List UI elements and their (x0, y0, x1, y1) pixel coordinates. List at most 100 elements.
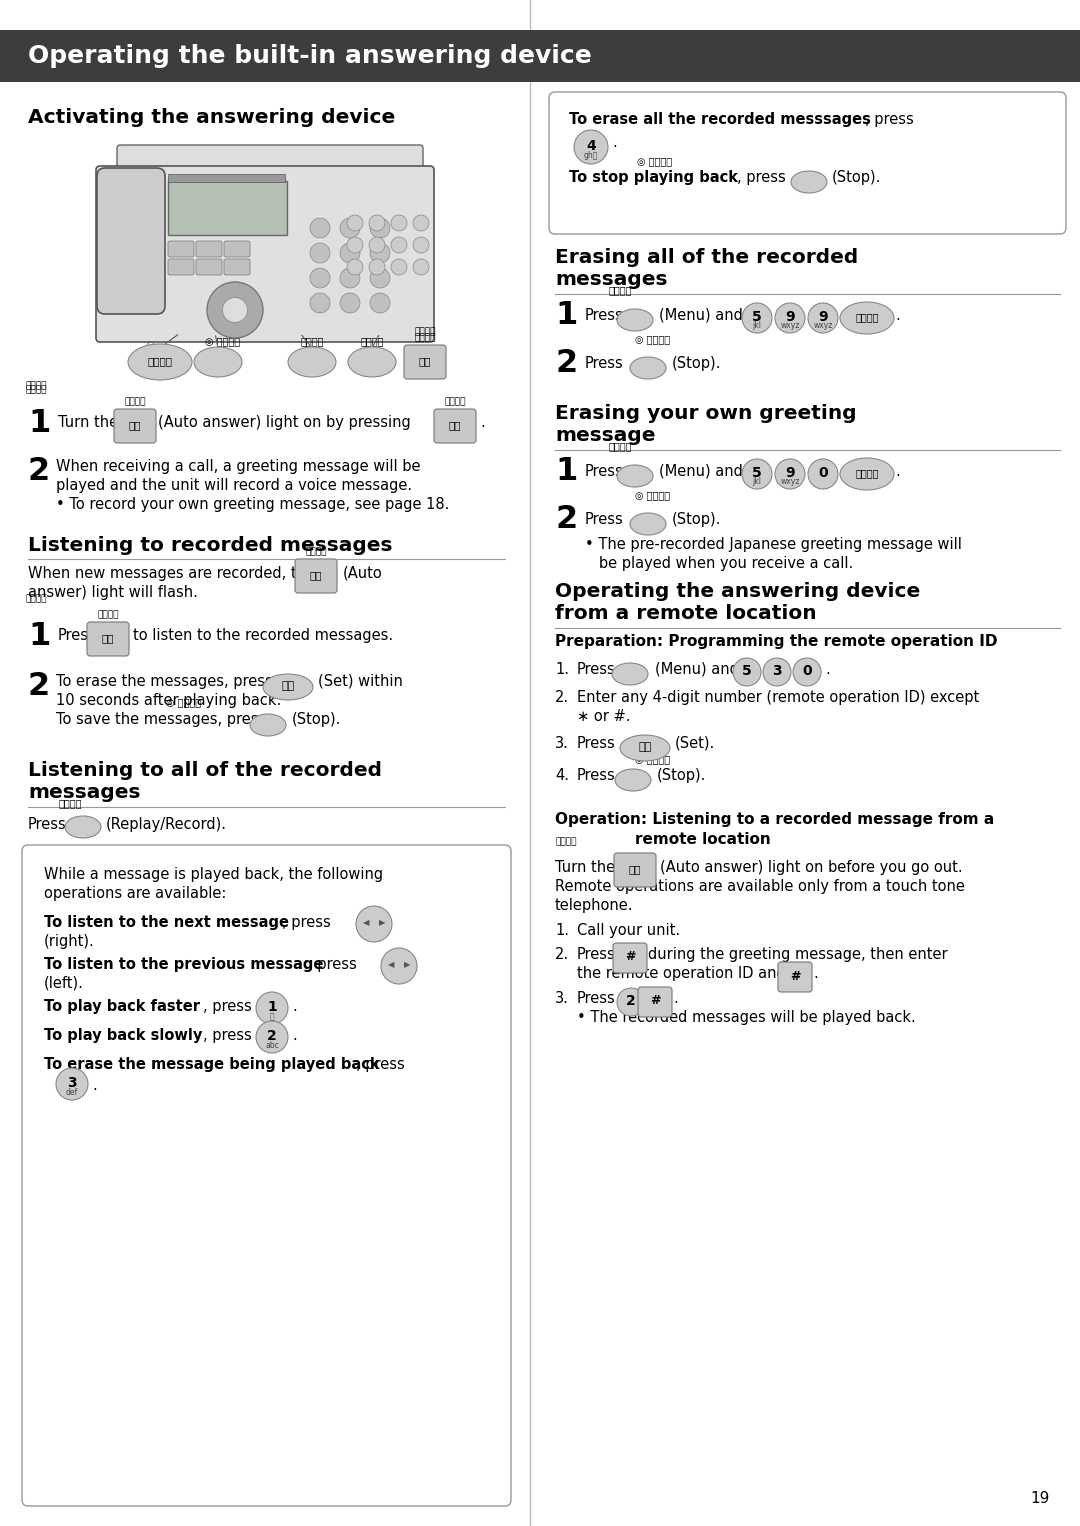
Ellipse shape (615, 769, 651, 790)
Text: 通話録音: 通話録音 (555, 836, 577, 845)
Text: スタート: スタート (148, 356, 173, 366)
Text: • The recorded messages will be played back.: • The recorded messages will be played b… (577, 1010, 916, 1025)
Text: ghい: ghい (584, 151, 598, 160)
Circle shape (370, 293, 390, 313)
Text: ◎ ストップ: ◎ ストップ (635, 490, 670, 501)
Text: 留守: 留守 (419, 356, 431, 366)
Text: To play back slowly: To play back slowly (44, 1029, 202, 1042)
Ellipse shape (65, 816, 102, 838)
Circle shape (391, 237, 407, 253)
Text: (Set).: (Set). (675, 736, 715, 751)
Text: remote location: remote location (635, 832, 771, 847)
Text: メニュー: メニュー (608, 285, 632, 295)
Text: To listen to the next message: To listen to the next message (44, 916, 289, 929)
Text: ◀: ◀ (388, 960, 394, 969)
Circle shape (310, 218, 330, 238)
Text: operations are available:: operations are available: (44, 887, 227, 900)
FancyBboxPatch shape (114, 409, 156, 443)
Circle shape (347, 215, 363, 230)
Text: the remote operation ID and: the remote operation ID and (577, 966, 786, 981)
Circle shape (310, 243, 330, 262)
Circle shape (56, 1068, 87, 1100)
Text: , press: , press (865, 111, 914, 127)
Text: ◎ ストップ: ◎ ストップ (166, 697, 201, 707)
Text: Press: Press (58, 629, 97, 642)
Text: 決定: 決定 (638, 742, 651, 752)
Circle shape (775, 304, 805, 333)
Text: When new messages are recorded, the: When new messages are recorded, the (28, 566, 315, 581)
Text: , press: , press (356, 1058, 405, 1071)
Text: (left).: (left). (44, 977, 84, 990)
Text: Press: Press (577, 948, 616, 961)
Text: 2.: 2. (555, 690, 569, 705)
Text: ◎ ストップ: ◎ ストップ (635, 334, 670, 343)
FancyBboxPatch shape (404, 345, 446, 378)
Text: 通話録音: 通話録音 (26, 594, 48, 603)
Text: .: . (480, 415, 485, 430)
Text: Listening to all of the recorded: Listening to all of the recorded (28, 761, 382, 780)
Text: • To record your own greeting message, see page 18.: • To record your own greeting message, s… (56, 497, 449, 513)
Text: message: message (555, 426, 656, 446)
Ellipse shape (249, 714, 286, 736)
Ellipse shape (630, 513, 666, 536)
Text: 通話録音: 通話録音 (26, 385, 48, 394)
Text: 5: 5 (742, 664, 752, 678)
Circle shape (370, 243, 390, 262)
FancyBboxPatch shape (168, 241, 194, 256)
Text: (Stop).: (Stop). (672, 356, 721, 371)
Text: 留守: 留守 (449, 420, 461, 430)
Text: 4.: 4. (555, 768, 569, 783)
FancyBboxPatch shape (168, 182, 287, 235)
Text: Erasing all of the recorded: Erasing all of the recorded (555, 249, 859, 267)
Text: , press: , press (203, 1029, 252, 1042)
Text: (Auto: (Auto (343, 566, 382, 581)
FancyBboxPatch shape (615, 853, 656, 887)
Text: 留守: 留守 (102, 633, 114, 642)
Circle shape (370, 269, 390, 288)
Ellipse shape (840, 302, 894, 334)
Ellipse shape (617, 465, 653, 487)
Text: Press: Press (577, 662, 616, 678)
Text: .: . (825, 662, 829, 678)
Text: 1: 1 (28, 407, 51, 439)
Text: ▶: ▶ (379, 919, 386, 928)
Text: When receiving a call, a greeting message will be: When receiving a call, a greeting messag… (56, 459, 420, 475)
Text: abc: abc (265, 1041, 279, 1050)
Circle shape (742, 304, 772, 333)
FancyBboxPatch shape (22, 845, 511, 1506)
Text: 9: 9 (819, 310, 827, 324)
Text: , press: , press (308, 957, 356, 972)
FancyBboxPatch shape (778, 961, 812, 992)
Text: messages: messages (28, 783, 140, 803)
Text: メニュー: メニュー (608, 441, 632, 452)
Circle shape (356, 906, 392, 942)
Text: 通話録音: 通話録音 (415, 333, 435, 342)
Text: 1: 1 (267, 1000, 276, 1013)
Text: .: . (895, 464, 900, 479)
Text: .: . (813, 966, 818, 981)
Text: 留守: 留守 (310, 571, 322, 580)
Circle shape (347, 237, 363, 253)
Text: 2: 2 (555, 504, 577, 536)
Circle shape (310, 293, 330, 313)
Text: 通話録音: 通話録音 (415, 327, 435, 336)
Circle shape (762, 658, 791, 687)
Text: played and the unit will record a voice message.: played and the unit will record a voice … (56, 478, 413, 493)
Text: #: # (789, 969, 800, 983)
Text: .: . (895, 308, 900, 324)
Circle shape (256, 992, 288, 1024)
Circle shape (413, 259, 429, 275)
Text: #: # (650, 995, 660, 1007)
Ellipse shape (840, 458, 894, 490)
Text: (Menu) and: (Menu) and (659, 464, 743, 479)
Ellipse shape (194, 346, 242, 377)
Text: wxyz: wxyz (813, 322, 833, 331)
Text: (Stop).: (Stop). (832, 169, 881, 185)
Text: 1: 1 (555, 456, 578, 487)
Text: To listen to the previous message: To listen to the previous message (44, 957, 323, 972)
Text: (Replay/Record).: (Replay/Record). (106, 816, 227, 832)
Text: 3.: 3. (555, 736, 569, 751)
FancyBboxPatch shape (549, 92, 1066, 233)
Ellipse shape (630, 357, 666, 378)
Text: Remote operations are available only from a touch tone: Remote operations are available only fro… (555, 879, 964, 894)
